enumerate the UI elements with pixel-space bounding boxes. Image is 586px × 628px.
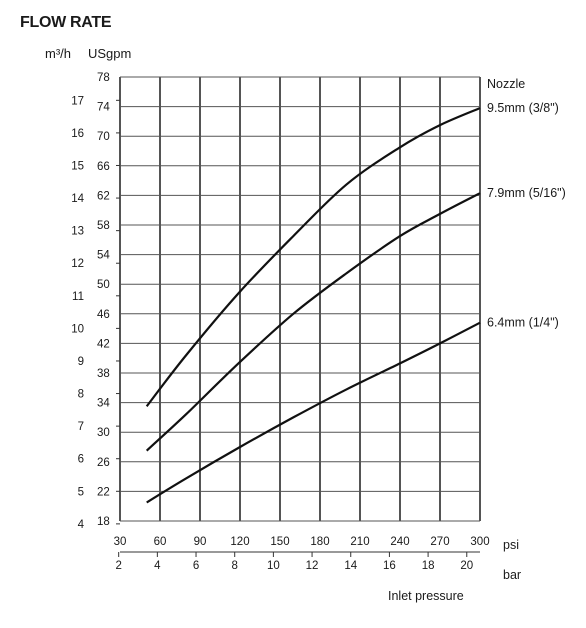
y-tick-label-usgpm: 74	[97, 102, 110, 114]
x-tick-label-psi: 240	[390, 536, 409, 548]
y-tick-label-m3h: 13	[71, 226, 84, 238]
x-tick-label-psi: 210	[350, 536, 369, 548]
y-tick-label-m3h: 6	[78, 454, 84, 466]
y-tick-label-m3h: 9	[78, 356, 84, 368]
x-tick-label-bar: 2	[115, 560, 121, 572]
x-tick-label-psi: 300	[470, 536, 489, 548]
y-tick-label-usgpm: 38	[97, 368, 110, 380]
axes	[116, 99, 480, 557]
x-tick-label-bar: 4	[154, 560, 161, 572]
series-line	[145, 107, 481, 407]
y-tick-label-usgpm: 66	[97, 161, 110, 173]
series-line	[146, 321, 481, 504]
chart-title: FLOW RATE	[20, 14, 112, 31]
y-tick-label-usgpm: 46	[97, 309, 110, 321]
y-tick-label-m3h: 16	[71, 128, 84, 140]
y-tick-label-usgpm: 22	[97, 486, 110, 498]
y-tick-label-m3h: 15	[71, 160, 84, 172]
y-tick-label-usgpm: 34	[97, 398, 110, 410]
x-tick-label-bar: 16	[383, 560, 396, 572]
y-tick-label-usgpm: 62	[97, 190, 110, 202]
y-tick-label-usgpm: 50	[97, 279, 110, 291]
x-unit-psi: psi	[503, 538, 519, 552]
y-right-unit-label: USgpm	[88, 46, 131, 61]
x-tick-label-psi: 90	[194, 536, 207, 548]
y-tick-label-usgpm: 58	[97, 220, 110, 232]
y-tick-label-m3h: 4	[78, 519, 85, 531]
x-tick-label-bar: 10	[267, 560, 280, 572]
x-tick-label-bar: 18	[422, 560, 435, 572]
x-tick-label-psi: 180	[310, 536, 329, 548]
x-tick-label-bar: 6	[193, 560, 199, 572]
x-axis-label: Inlet pressure	[388, 589, 464, 603]
y-tick-label-m3h: 10	[71, 323, 84, 335]
x-tick-label-psi: 30	[114, 536, 127, 548]
x-tick-label-bar: 12	[306, 560, 319, 572]
x-tick-label-bar: 20	[460, 560, 473, 572]
y-tick-label-m3h: 7	[78, 421, 84, 433]
y-tick-label-usgpm: 70	[97, 131, 110, 143]
y-tick-label-m3h: 14	[71, 193, 84, 205]
x-tick-label-bar: 8	[232, 560, 238, 572]
y-tick-label-m3h: 5	[78, 486, 84, 498]
y-tick-label-usgpm: 30	[97, 427, 110, 439]
x-tick-label-bar: 14	[344, 560, 357, 572]
legend-title: Nozzle	[487, 77, 525, 91]
y-tick-label-m3h: 17	[71, 95, 84, 107]
y-tick-label-usgpm: 18	[97, 516, 110, 528]
series-label: 9.5mm (3/8")	[487, 101, 559, 115]
y-left-unit-label: m³/h	[45, 46, 71, 61]
series-label: 7.9mm (5/16")	[487, 186, 566, 200]
x-tick-label-psi: 150	[270, 536, 289, 548]
y-tick-label-usgpm: 78	[97, 72, 110, 84]
series-line	[145, 192, 481, 452]
series-label: 6.4mm (1/4")	[487, 316, 559, 330]
y-tick-label-m3h: 8	[78, 389, 84, 401]
y-tick-label-m3h: 11	[72, 291, 84, 303]
y-tick-label-usgpm: 42	[97, 338, 110, 350]
y-tick-label-usgpm: 26	[97, 457, 110, 469]
y-tick-label-m3h: 12	[71, 258, 84, 270]
x-tick-label-psi: 60	[154, 536, 167, 548]
series-lines	[145, 107, 481, 504]
x-unit-bar: bar	[503, 568, 521, 582]
grid	[119, 76, 481, 522]
x-tick-label-psi: 120	[230, 536, 249, 548]
y-tick-label-usgpm: 54	[97, 250, 110, 262]
x-tick-label-psi: 270	[430, 536, 449, 548]
